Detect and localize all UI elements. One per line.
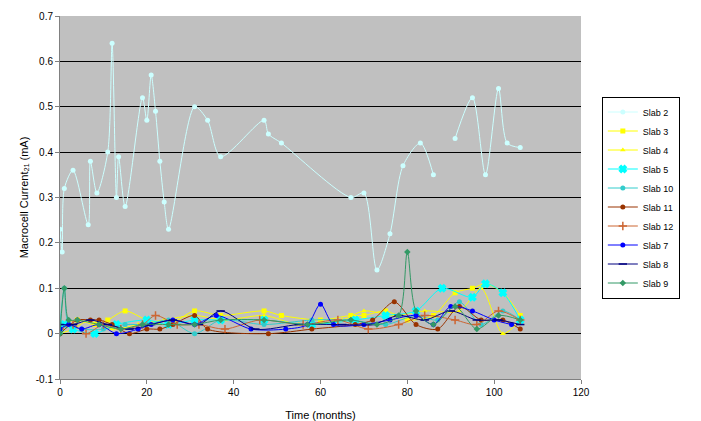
- svg-text:Slab 4: Slab 4: [643, 146, 669, 156]
- svg-text:Slab 12: Slab 12: [643, 222, 674, 232]
- svg-text:0: 0: [47, 328, 53, 339]
- svg-text:120: 120: [573, 387, 590, 398]
- svg-text:100: 100: [486, 387, 503, 398]
- svg-text:Slab 2: Slab 2: [643, 108, 669, 118]
- svg-text:Slab 9: Slab 9: [643, 279, 669, 289]
- svg-text:Macrocell Current₂₁ (mA): Macrocell Current₂₁ (mA): [18, 137, 30, 259]
- svg-text:Slab 8: Slab 8: [643, 260, 669, 270]
- svg-text:Slab 10: Slab 10: [643, 184, 674, 194]
- svg-text:Time (months): Time (months): [285, 409, 356, 421]
- svg-text:0: 0: [57, 387, 63, 398]
- svg-text:0.1: 0.1: [39, 283, 53, 294]
- svg-text:0.7: 0.7: [39, 11, 53, 22]
- svg-text:0.4: 0.4: [39, 147, 53, 158]
- svg-text:0.3: 0.3: [39, 192, 53, 203]
- svg-text:Slab 11: Slab 11: [643, 203, 673, 213]
- svg-text:0.2: 0.2: [39, 237, 53, 248]
- svg-text:80: 80: [402, 387, 414, 398]
- svg-text:0.6: 0.6: [39, 56, 53, 67]
- svg-text:Slab 3: Slab 3: [643, 127, 669, 137]
- svg-text:60: 60: [315, 387, 327, 398]
- svg-text:Slab 5: Slab 5: [643, 165, 669, 175]
- svg-text:-0.1: -0.1: [36, 374, 54, 385]
- svg-text:40: 40: [228, 387, 240, 398]
- svg-text:Slab 7: Slab 7: [643, 241, 669, 251]
- svg-text:0.5: 0.5: [39, 101, 53, 112]
- svg-text:20: 20: [141, 387, 153, 398]
